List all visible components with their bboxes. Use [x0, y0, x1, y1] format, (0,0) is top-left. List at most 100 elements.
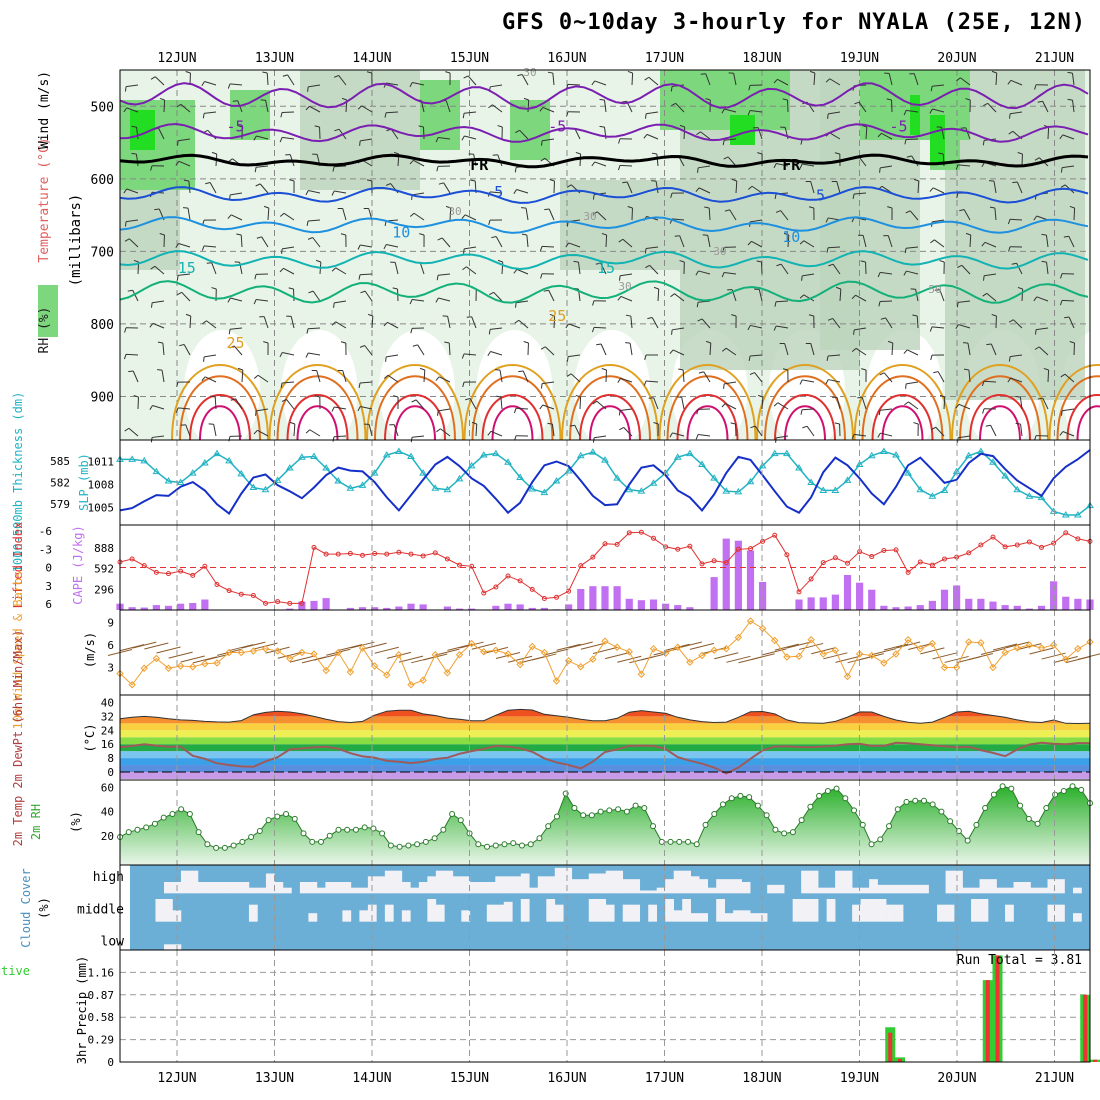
wind-barb-flag [670, 192, 673, 199]
wind-barb [1010, 354, 1023, 358]
precip-type-axis-label: Total / Rain Convective [0, 964, 30, 978]
wind-barb-flag [827, 317, 833, 321]
rh-point [1043, 804, 1050, 811]
wind-speed-point [480, 648, 488, 656]
surface-wind-barb [180, 655, 205, 663]
wind-barb [423, 369, 426, 383]
pressure-tick-label: 800 [91, 318, 114, 333]
wind-barb-flag [1034, 329, 1037, 335]
wind-barb [334, 300, 347, 304]
wind-barb [178, 138, 191, 142]
wind-barb [1036, 296, 1049, 302]
wind-barb-flag [497, 125, 503, 128]
lifted-index-point [505, 573, 511, 579]
wind-barb [333, 165, 347, 168]
wind-barb-flag [1034, 157, 1040, 161]
cloud-cover-bar [835, 870, 844, 894]
wind-barb-flag [647, 316, 653, 320]
date-label-bottom: 18JUN [742, 1071, 781, 1086]
dewpoint-line [119, 741, 1090, 775]
wind-barb-flag [904, 248, 907, 254]
wind-barb-flag [183, 207, 189, 209]
wind-barb [490, 327, 503, 330]
wind-barb-flag [123, 107, 128, 113]
cape-bar [395, 606, 403, 610]
lifted-index-axis-label: Lifted Index [11, 522, 25, 609]
isotherm-arch [463, 364, 562, 441]
wind-barb-flag [305, 352, 309, 358]
wind-barb-flag [1060, 373, 1066, 378]
cloud-cover-bar [1005, 887, 1014, 894]
wind-barb [308, 84, 321, 88]
wind-barb [259, 183, 269, 194]
isotherm-arch [366, 364, 464, 441]
cloud-cover-bar [945, 904, 955, 922]
rh-point [370, 825, 377, 832]
cloud-cover-bar [546, 899, 556, 922]
wind-barb [568, 242, 581, 248]
wind-barb-flag [879, 167, 881, 173]
wind-barb-flag [437, 237, 443, 241]
cloud-cover-bar [461, 876, 471, 894]
wind-barb [854, 327, 867, 331]
thickness-point [552, 477, 561, 484]
wind-barb-flag [150, 76, 156, 80]
cape-bar [722, 538, 730, 610]
wind-barb-flag [599, 125, 605, 128]
wind-barb-flag [651, 152, 657, 155]
wind-barb-flag [912, 314, 918, 317]
wind-barb-flag [279, 137, 283, 143]
wind-speed-point [1062, 655, 1070, 663]
wind-barb [810, 343, 815, 356]
rh-point [588, 812, 595, 819]
wind-barb-flag [905, 210, 911, 214]
wind-barb-flag [903, 110, 907, 116]
wind-speed-point [528, 642, 536, 651]
rh-very-humid-band [930, 115, 945, 165]
cloud-cover-bar [843, 870, 853, 894]
cape-bar [928, 600, 936, 610]
lifted-index-point [723, 560, 729, 566]
rh-point [754, 802, 761, 809]
surface-wind-barb [156, 646, 181, 654]
rh-humid-band [660, 70, 790, 130]
rh-point [248, 834, 255, 841]
wind-barb-flag [991, 314, 997, 317]
wind-barb-flag [518, 370, 524, 373]
cloud-cover-bar [758, 913, 768, 922]
wind-barb [1047, 126, 1050, 140]
wind-speed-point [855, 650, 864, 658]
wind-barb [464, 246, 477, 250]
lifted-index-point [808, 576, 814, 582]
lifted-index-point [748, 546, 753, 552]
wind-barb [836, 397, 841, 410]
wind-barb-flag [730, 422, 736, 425]
lifted-index-point [493, 584, 499, 590]
wind-barb [490, 191, 503, 194]
rh-point [239, 838, 246, 845]
wind-speed-point [1025, 641, 1034, 649]
wind-barb-flag [929, 108, 933, 114]
surface-wind-barb [799, 642, 824, 650]
wind-barb [961, 264, 971, 275]
wind-barb [286, 399, 295, 410]
wind-barb-flag [514, 167, 517, 173]
cloud-cover-bar [418, 882, 428, 894]
lifted-index-point [384, 551, 390, 557]
wind-barb-flag [470, 179, 476, 182]
lifted-index-point [250, 592, 256, 598]
wind-barb [185, 424, 191, 437]
wind-barb [386, 243, 399, 248]
rh-point [274, 813, 281, 820]
thickness-point [467, 461, 476, 469]
wind-barb-flag [306, 220, 309, 226]
wind-barb-flag [176, 103, 182, 108]
wind-barb-flag [279, 212, 285, 217]
thickness-line [120, 450, 1091, 516]
rh-line [119, 785, 1091, 849]
wind-barb-flag [383, 244, 387, 250]
wind-barb-flag [748, 355, 751, 362]
wind-barb [240, 234, 243, 248]
wind-barb [256, 165, 269, 168]
wind-barb [775, 300, 789, 303]
